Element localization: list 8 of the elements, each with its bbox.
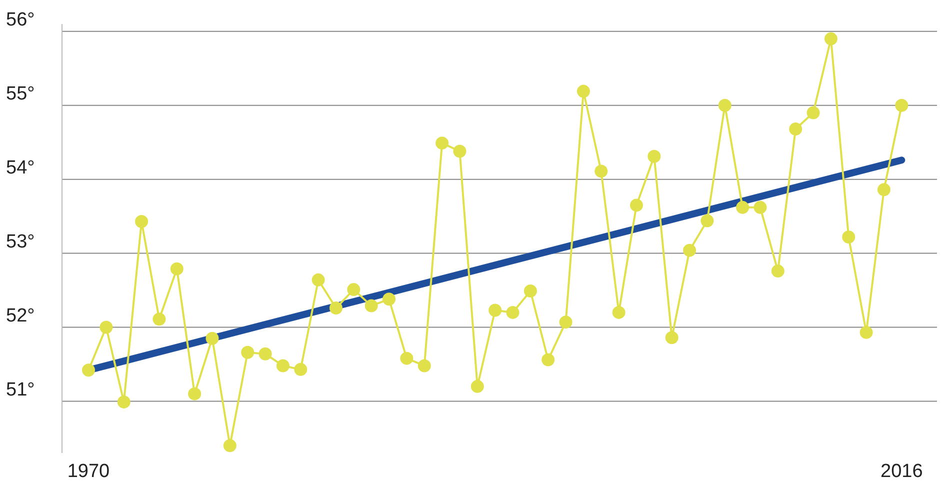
x-tick-label: 2016: [880, 461, 923, 482]
y-tick-label: 53°: [6, 232, 35, 253]
y-tick-label: 56°: [6, 10, 35, 31]
y-tick-label: 54°: [6, 158, 35, 179]
y-tick-label: 52°: [6, 306, 35, 327]
y-tick-label: 55°: [6, 84, 35, 105]
x-tick-label: 1970: [67, 461, 110, 482]
y-tick-label: 51°: [6, 380, 35, 401]
